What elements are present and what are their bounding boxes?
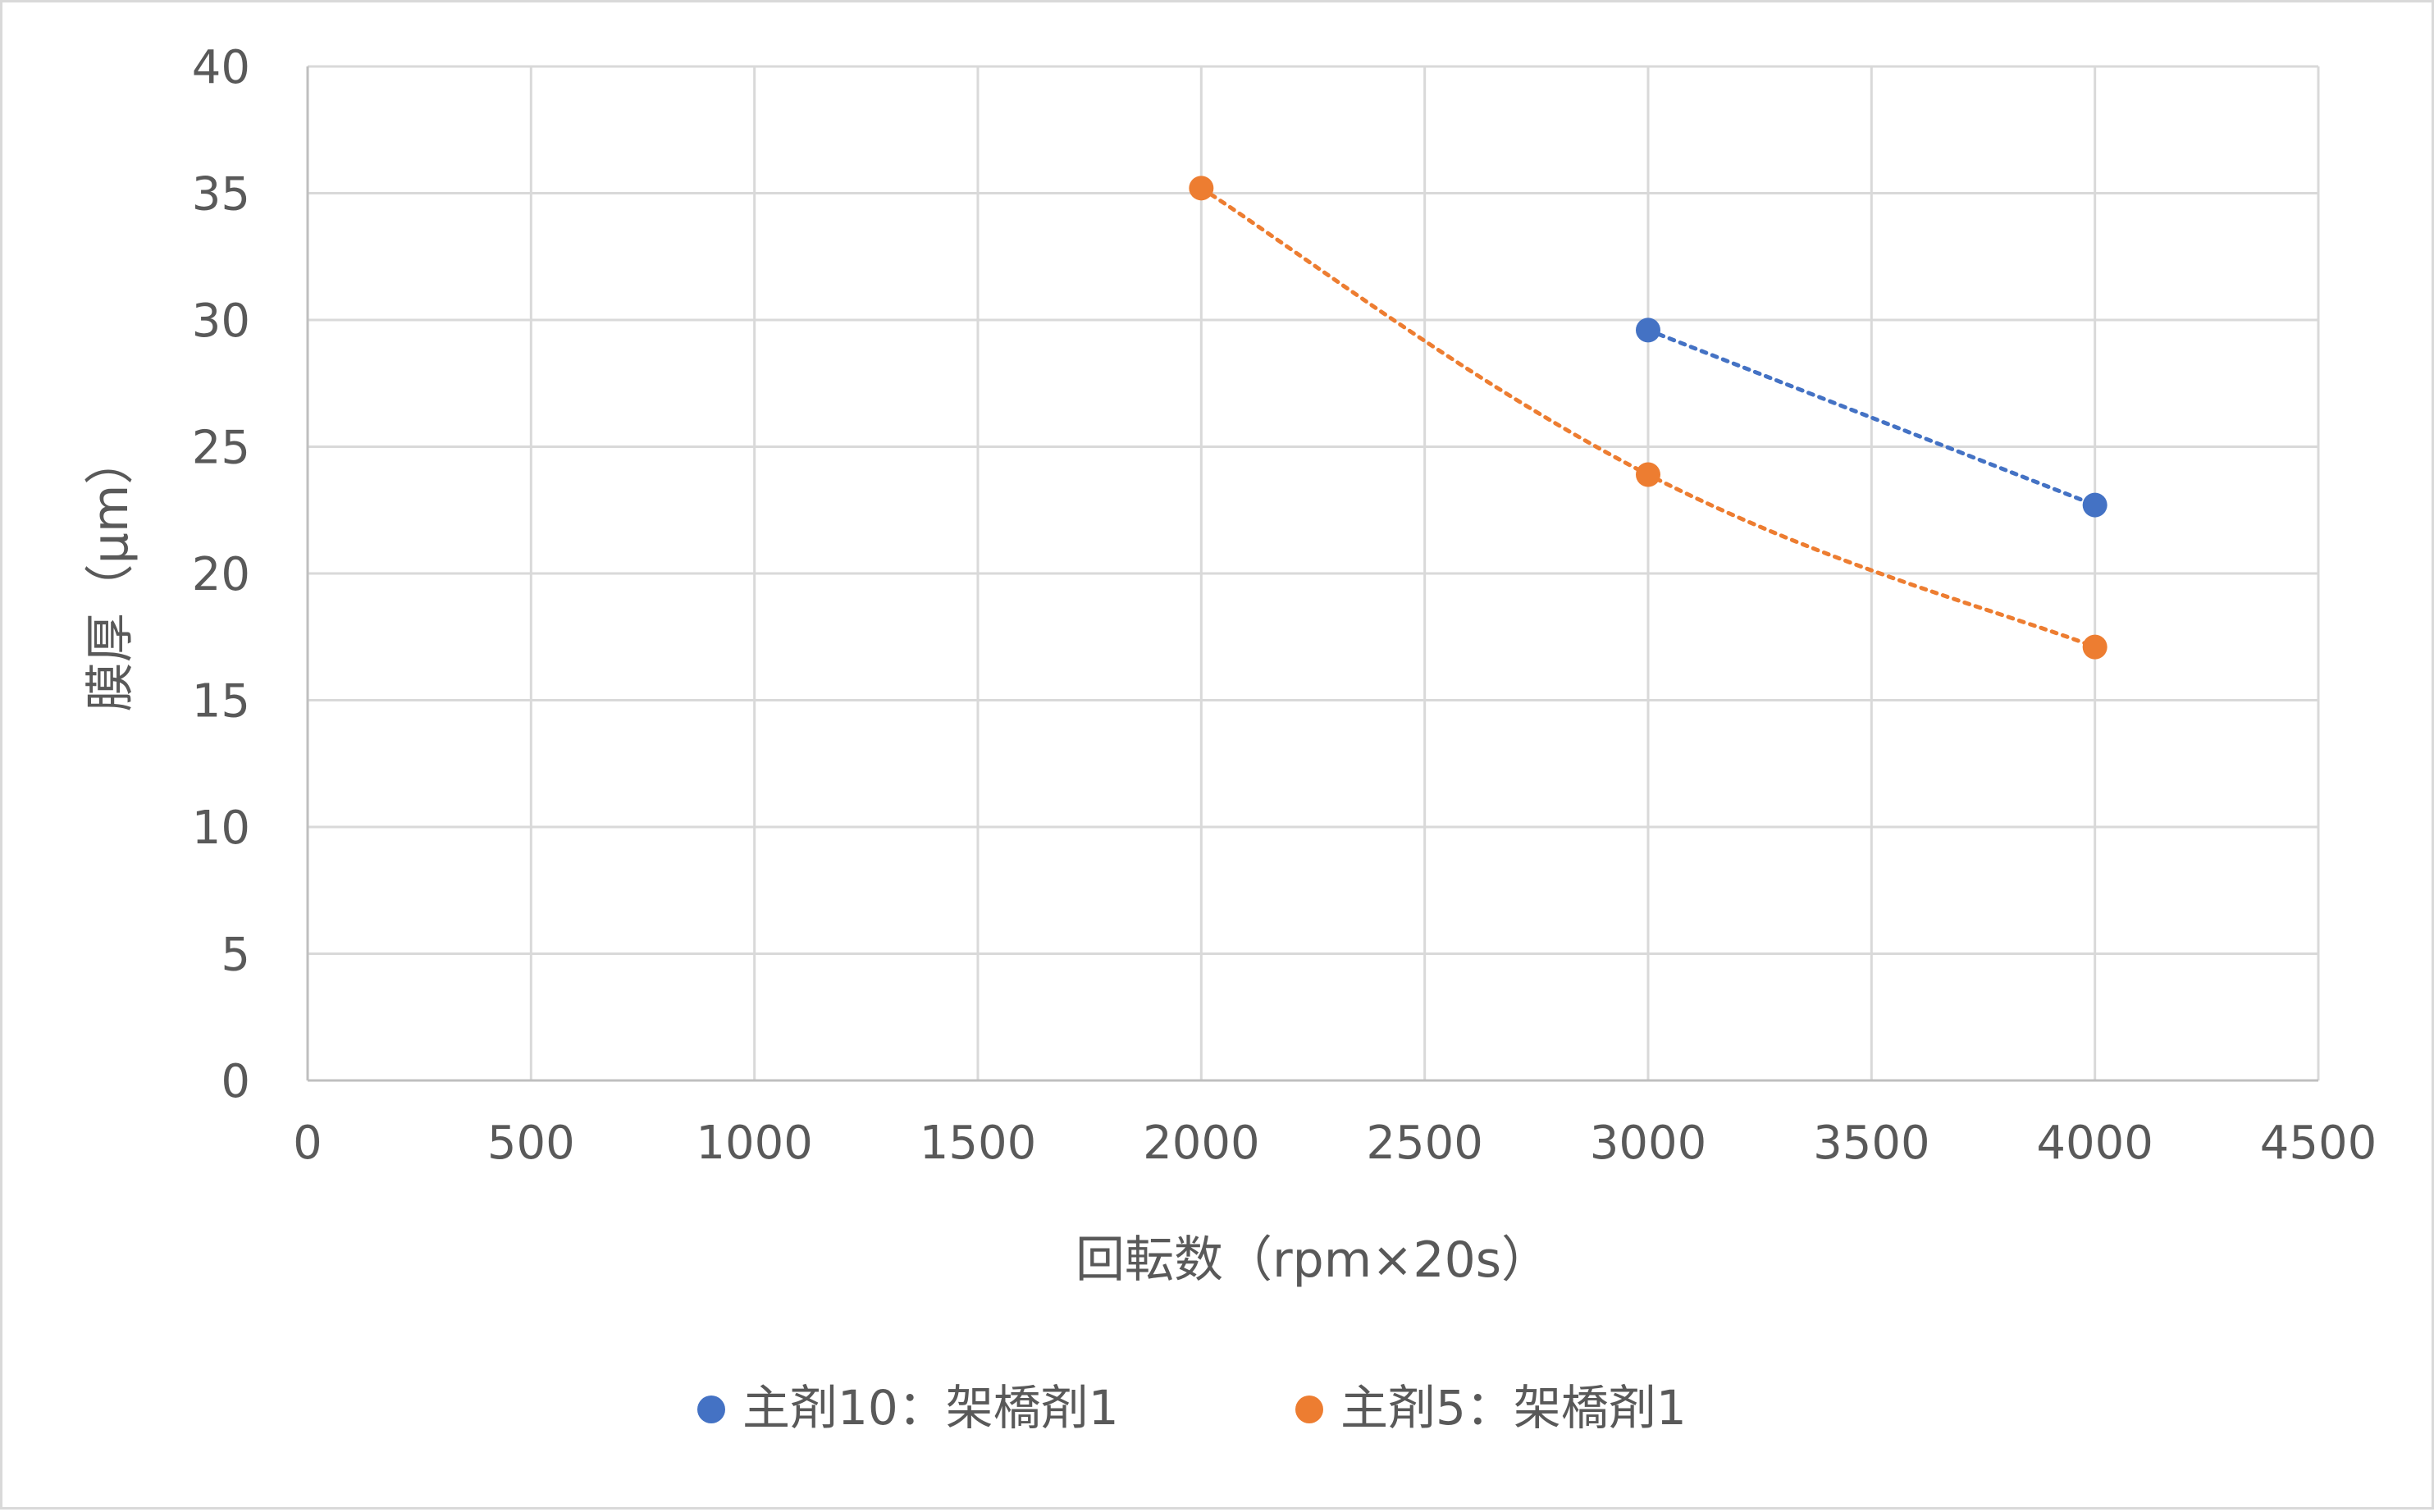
series-1-point bbox=[2082, 492, 2107, 518]
grid bbox=[306, 65, 2320, 1082]
y-axis-title: 膜厚（μm） bbox=[82, 436, 139, 712]
y-tick-label: 30 bbox=[192, 295, 250, 348]
legend-label-1: 主剤10：架橋剤1 bbox=[742, 1380, 1119, 1436]
x-tick-label: 0 bbox=[293, 1117, 322, 1170]
y-tick-label: 15 bbox=[192, 675, 250, 729]
legend: 主剤10：架橋剤1 主剤5：架橋剤1 bbox=[697, 1380, 1687, 1436]
x-tick-label: 2000 bbox=[1143, 1117, 1260, 1170]
x-tick-label: 3500 bbox=[1813, 1117, 1930, 1170]
series-1-line bbox=[1646, 327, 2098, 508]
series-2-point bbox=[1189, 176, 1214, 201]
y-tick-label: 0 bbox=[221, 1055, 250, 1108]
legend-marker-2 bbox=[1295, 1396, 1323, 1423]
y-tick-label: 20 bbox=[192, 548, 250, 601]
x-tick-label: 3000 bbox=[1590, 1117, 1707, 1170]
x-tick-label: 500 bbox=[487, 1117, 575, 1170]
series-1-point bbox=[1636, 317, 1660, 343]
series-2-point bbox=[1636, 462, 1660, 487]
x-axis-title: 回転数（rpm×20s） bbox=[1075, 1231, 1550, 1289]
legend-marker-1 bbox=[697, 1396, 725, 1423]
y-tick-label: 10 bbox=[192, 802, 250, 855]
y-tick-label: 5 bbox=[221, 929, 250, 982]
axes bbox=[306, 66, 2318, 1082]
x-tick-label: 2500 bbox=[1366, 1117, 1483, 1170]
x-tick-label: 1000 bbox=[696, 1117, 813, 1170]
y-tick-label: 35 bbox=[192, 168, 250, 222]
y-tick-label: 40 bbox=[192, 41, 250, 94]
plot-area bbox=[1189, 176, 2107, 660]
tick-labels: 0 500 1000 1500 2000 2500 3000 3500 4000 4500 0 5 10… bbox=[192, 41, 2377, 1170]
x-tick-label: 4000 bbox=[2036, 1117, 2153, 1170]
y-tick-label: 25 bbox=[192, 422, 250, 475]
legend-label-2: 主剤5：架橋剤1 bbox=[1340, 1380, 1687, 1436]
series-2-point bbox=[2082, 634, 2107, 660]
x-tick-label: 4500 bbox=[2260, 1117, 2377, 1170]
x-tick-label: 1500 bbox=[920, 1117, 1037, 1170]
